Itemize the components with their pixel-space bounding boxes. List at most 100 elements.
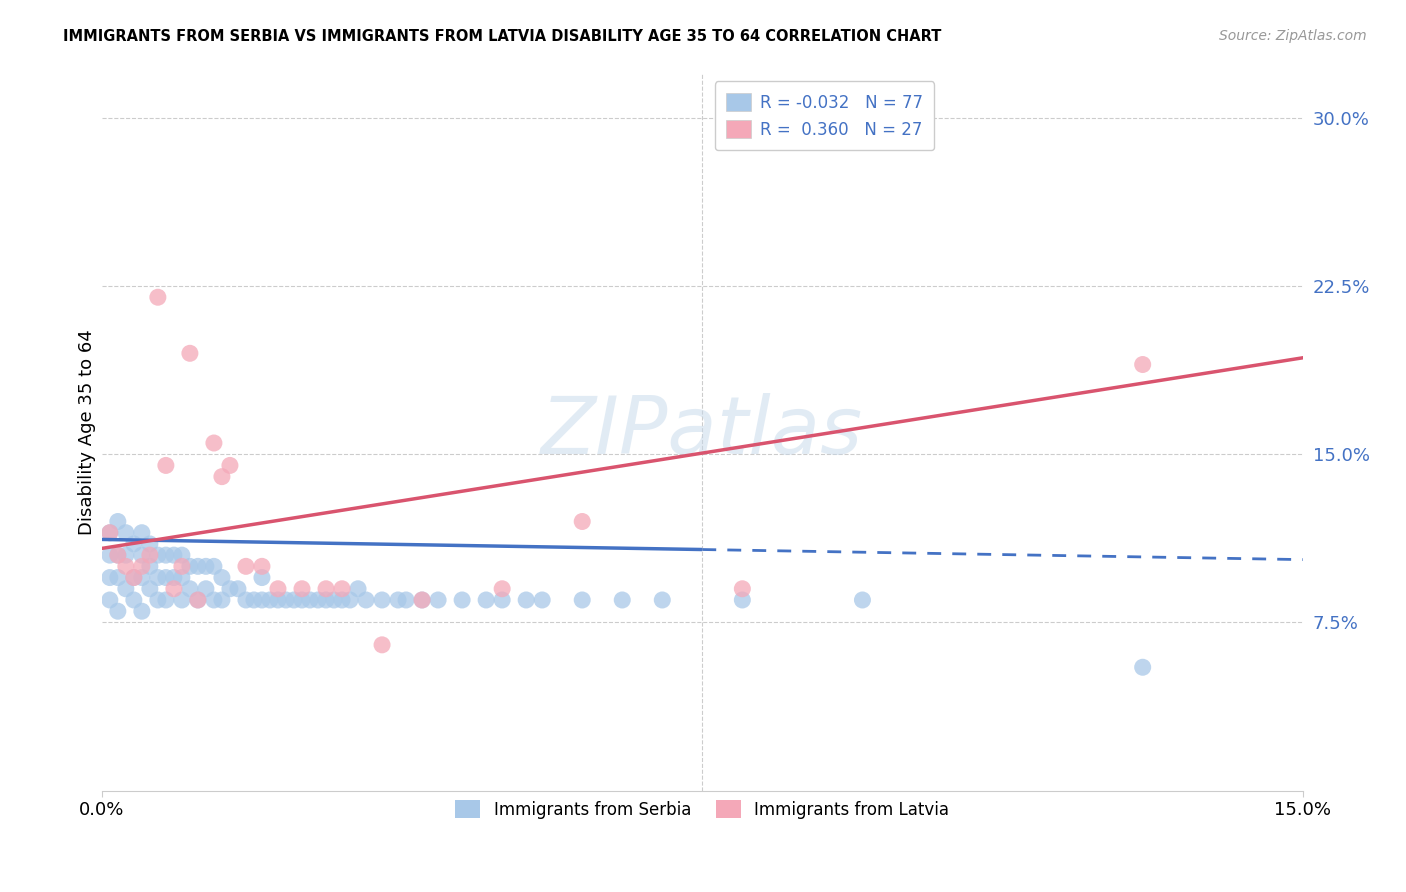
Point: [107, 548, 129, 562]
Point: [226, 582, 249, 596]
Point: [612, 593, 634, 607]
Point: [107, 515, 129, 529]
Point: [122, 570, 145, 584]
Point: [267, 593, 290, 607]
Point: [267, 582, 290, 596]
Point: [139, 582, 162, 596]
Point: [179, 582, 201, 596]
Point: [298, 593, 321, 607]
Point: [115, 559, 138, 574]
Point: [515, 593, 537, 607]
Point: [851, 593, 873, 607]
Point: [731, 582, 754, 596]
Point: [170, 570, 193, 584]
Point: [274, 593, 297, 607]
Text: Source: ZipAtlas.com: Source: ZipAtlas.com: [1219, 29, 1367, 43]
Point: [155, 570, 177, 584]
Point: [339, 593, 361, 607]
Point: [163, 570, 186, 584]
Point: [179, 559, 201, 574]
Point: [571, 515, 593, 529]
Point: [211, 469, 233, 483]
Point: [202, 593, 225, 607]
Legend: Immigrants from Serbia, Immigrants from Latvia: Immigrants from Serbia, Immigrants from …: [449, 793, 956, 825]
Point: [187, 593, 209, 607]
Point: [179, 346, 201, 360]
Point: [98, 525, 121, 540]
Point: [531, 593, 554, 607]
Point: [163, 582, 186, 596]
Point: [170, 559, 193, 574]
Point: [115, 582, 138, 596]
Point: [139, 548, 162, 562]
Point: [194, 582, 217, 596]
Point: [202, 559, 225, 574]
Point: [323, 593, 346, 607]
Point: [427, 593, 450, 607]
Point: [411, 593, 433, 607]
Text: IMMIGRANTS FROM SERBIA VS IMMIGRANTS FROM LATVIA DISABILITY AGE 35 TO 64 CORRELA: IMMIGRANTS FROM SERBIA VS IMMIGRANTS FRO…: [63, 29, 942, 44]
Point: [98, 570, 121, 584]
Point: [170, 593, 193, 607]
Point: [330, 582, 353, 596]
Point: [250, 559, 273, 574]
Point: [283, 593, 305, 607]
Point: [202, 436, 225, 450]
Point: [131, 548, 153, 562]
Point: [139, 537, 162, 551]
Point: [235, 559, 257, 574]
Point: [347, 582, 370, 596]
Point: [315, 593, 337, 607]
Point: [371, 638, 394, 652]
Point: [371, 593, 394, 607]
Point: [1132, 358, 1154, 372]
Point: [115, 525, 138, 540]
Point: [411, 593, 433, 607]
Point: [259, 593, 281, 607]
Point: [163, 548, 186, 562]
Point: [98, 525, 121, 540]
Point: [651, 593, 673, 607]
Text: ZIPatlas: ZIPatlas: [541, 392, 863, 471]
Point: [146, 290, 169, 304]
Point: [571, 593, 593, 607]
Point: [122, 593, 145, 607]
Point: [387, 593, 409, 607]
Point: [131, 604, 153, 618]
Point: [219, 458, 242, 473]
Point: [122, 570, 145, 584]
Point: [194, 559, 217, 574]
Point: [146, 570, 169, 584]
Point: [107, 570, 129, 584]
Point: [243, 593, 266, 607]
Point: [107, 604, 129, 618]
Point: [122, 537, 145, 551]
Point: [250, 570, 273, 584]
Point: [170, 548, 193, 562]
Point: [354, 593, 377, 607]
Point: [155, 548, 177, 562]
Point: [131, 559, 153, 574]
Point: [146, 548, 169, 562]
Point: [219, 582, 242, 596]
Point: [211, 593, 233, 607]
Point: [115, 548, 138, 562]
Point: [475, 593, 498, 607]
Point: [235, 593, 257, 607]
Point: [491, 582, 513, 596]
Point: [98, 593, 121, 607]
Point: [315, 582, 337, 596]
Point: [187, 593, 209, 607]
Point: [291, 582, 314, 596]
Point: [395, 593, 418, 607]
Point: [491, 593, 513, 607]
Point: [98, 548, 121, 562]
Point: [155, 458, 177, 473]
Point: [211, 570, 233, 584]
Point: [187, 559, 209, 574]
Point: [155, 593, 177, 607]
Point: [131, 525, 153, 540]
Point: [139, 559, 162, 574]
Point: [451, 593, 474, 607]
Point: [330, 593, 353, 607]
